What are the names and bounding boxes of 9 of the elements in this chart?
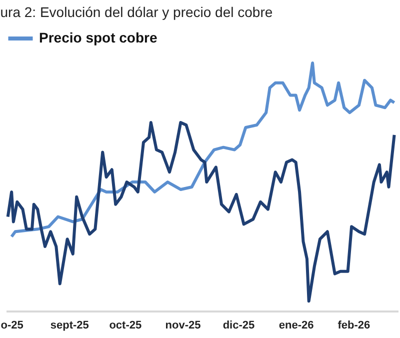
x-tick-label: oct-25 (109, 320, 142, 332)
x-tick-label: nov-25 (165, 320, 201, 332)
x-tick-label: ene-26 (278, 320, 314, 332)
x-tick-label: o-25 (0, 320, 24, 332)
chart-title: ura 2: Evolución del dólar y precio del cobre (0, 4, 273, 20)
x-tick-label: sept-25 (50, 320, 89, 332)
x-tick-label: dic-25 (222, 320, 255, 332)
legend-label: Precio spot cobre (39, 30, 158, 46)
x-tick-label: feb-26 (338, 320, 370, 332)
